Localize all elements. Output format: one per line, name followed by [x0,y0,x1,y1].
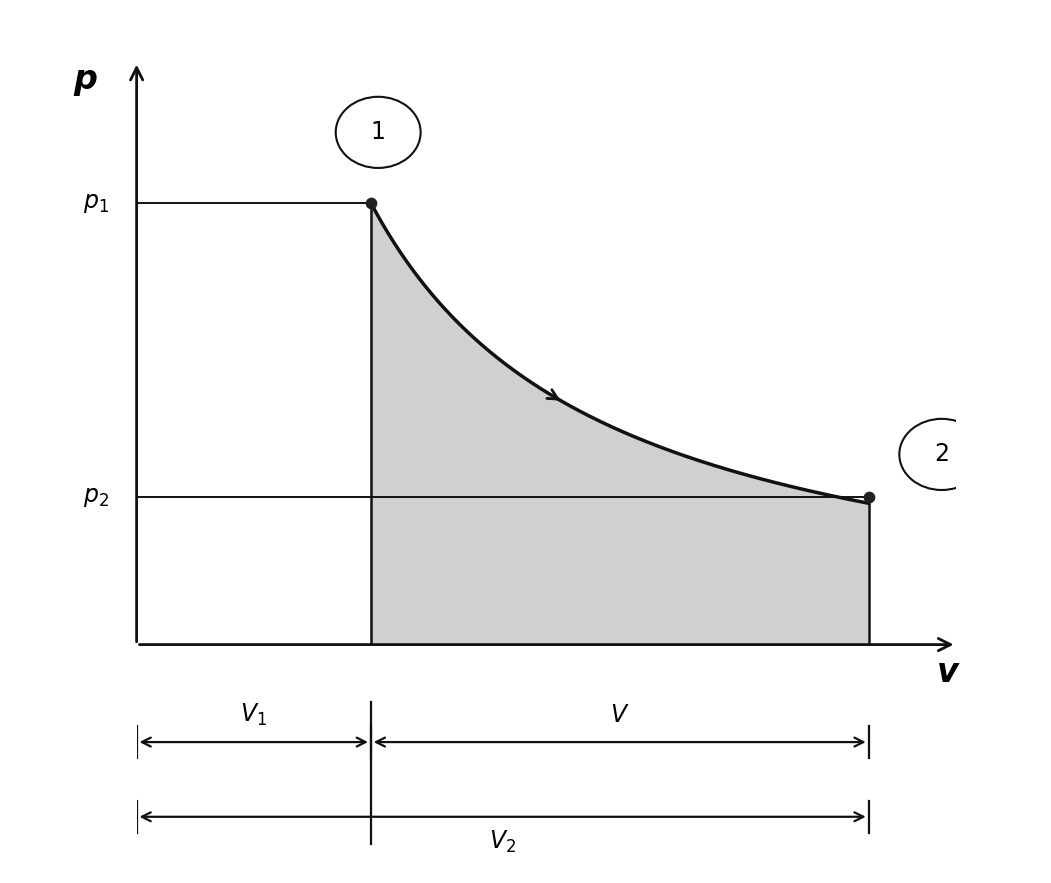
Text: 2: 2 [934,442,949,466]
Text: p: p [74,63,98,95]
Text: $V_2$: $V_2$ [489,829,516,856]
Text: 1: 1 [371,120,386,144]
Point [363,196,379,210]
Text: v: v [937,656,960,689]
Text: $p_2$: $p_2$ [83,486,109,509]
Text: $p_1$: $p_1$ [83,191,109,215]
Text: $V_1$: $V_1$ [241,702,267,728]
Polygon shape [371,203,868,645]
Point [860,490,877,504]
Text: $V$: $V$ [610,703,630,727]
